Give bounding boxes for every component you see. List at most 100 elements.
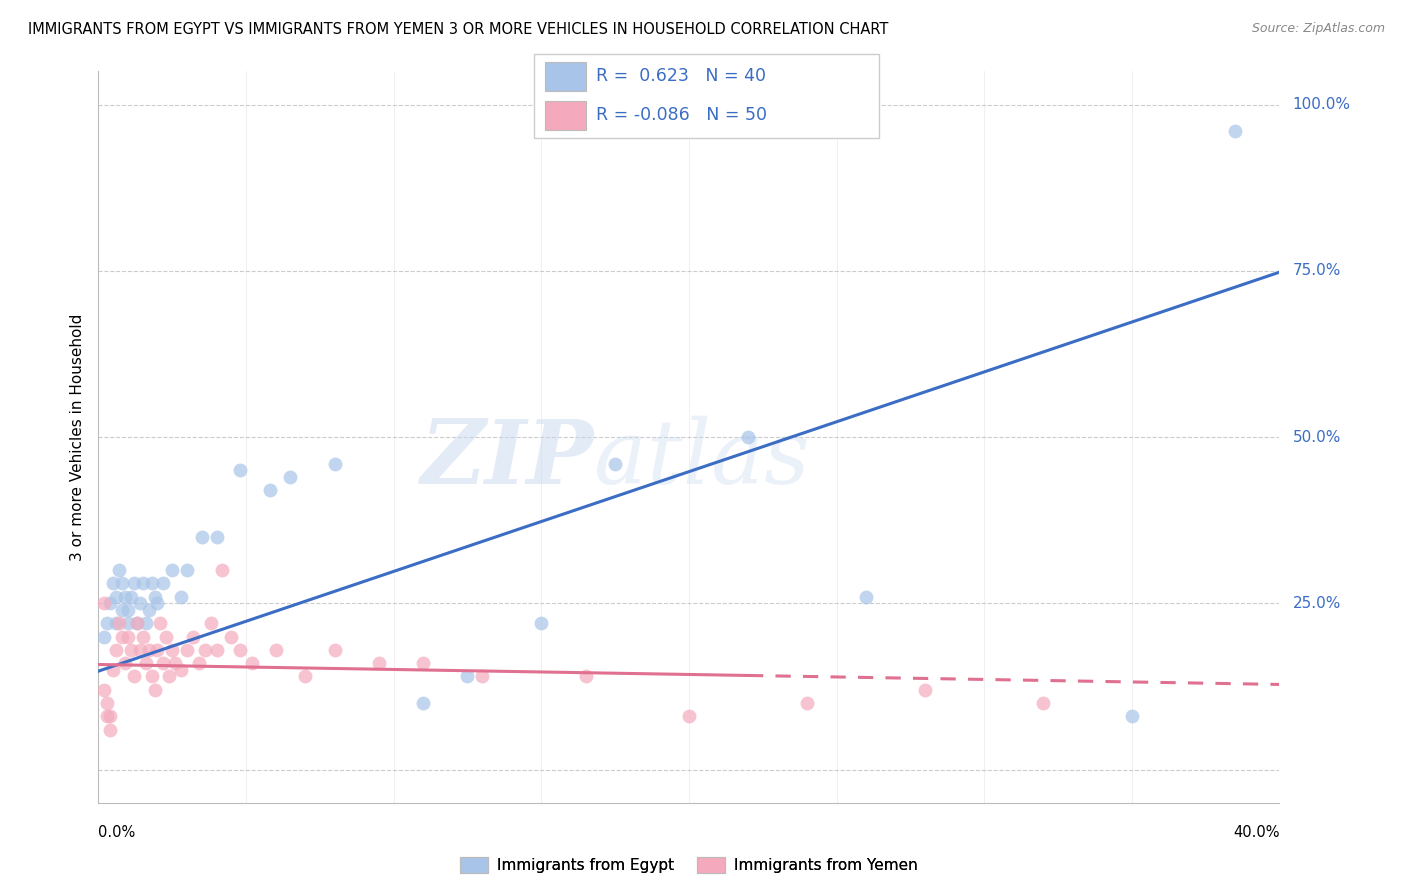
Point xyxy=(170,663,193,677)
Point xyxy=(456,669,478,683)
Bar xyxy=(544,62,586,91)
Point xyxy=(135,656,157,670)
Point xyxy=(605,457,627,471)
Point xyxy=(141,576,163,591)
Point xyxy=(138,643,160,657)
Point xyxy=(855,590,877,604)
Point xyxy=(120,643,142,657)
Point xyxy=(229,463,252,477)
Point xyxy=(1032,696,1054,710)
Point xyxy=(152,656,174,670)
Point xyxy=(114,656,136,670)
Point xyxy=(105,616,128,631)
Point xyxy=(219,630,242,644)
Text: 40.0%: 40.0% xyxy=(1233,825,1279,840)
Point xyxy=(149,616,172,631)
Point xyxy=(117,630,139,644)
Point xyxy=(93,682,115,697)
Point xyxy=(122,576,145,591)
Point xyxy=(181,630,204,644)
Point xyxy=(108,563,131,577)
Point xyxy=(132,576,155,591)
Point xyxy=(412,696,434,710)
Point xyxy=(294,669,316,683)
Point xyxy=(128,596,150,610)
Point xyxy=(96,616,118,631)
Point xyxy=(278,470,302,484)
Point xyxy=(176,643,198,657)
Text: IMMIGRANTS FROM EGYPT VS IMMIGRANTS FROM YEMEN 3 OR MORE VEHICLES IN HOUSEHOLD C: IMMIGRANTS FROM EGYPT VS IMMIGRANTS FROM… xyxy=(28,22,889,37)
Y-axis label: 3 or more Vehicles in Household: 3 or more Vehicles in Household xyxy=(69,313,84,561)
Text: 0.0%: 0.0% xyxy=(98,825,135,840)
Point xyxy=(170,590,193,604)
Point xyxy=(157,669,180,683)
Point xyxy=(138,603,160,617)
Point xyxy=(93,630,115,644)
Point xyxy=(678,709,700,723)
Point xyxy=(914,682,936,697)
Point xyxy=(146,643,169,657)
Point xyxy=(111,576,134,591)
Point xyxy=(176,563,198,577)
Point xyxy=(122,669,145,683)
Point xyxy=(412,656,434,670)
Point xyxy=(111,630,134,644)
Point xyxy=(165,656,187,670)
Point xyxy=(211,563,233,577)
Point xyxy=(93,596,115,610)
Point xyxy=(264,643,287,657)
Point xyxy=(128,643,150,657)
Text: R = -0.086   N = 50: R = -0.086 N = 50 xyxy=(596,106,768,124)
Point xyxy=(105,643,128,657)
Point xyxy=(152,576,174,591)
Point xyxy=(205,643,228,657)
Point xyxy=(141,669,163,683)
Point xyxy=(187,656,209,670)
Text: ZIP: ZIP xyxy=(420,416,595,502)
Point xyxy=(108,616,131,631)
Point xyxy=(117,603,139,617)
Point xyxy=(96,709,118,723)
Point xyxy=(143,590,166,604)
Point xyxy=(132,630,155,644)
Point xyxy=(1121,709,1143,723)
Point xyxy=(155,630,177,644)
Point xyxy=(323,643,346,657)
Point xyxy=(191,530,214,544)
Point xyxy=(146,596,169,610)
Point xyxy=(737,430,759,444)
Point xyxy=(368,656,391,670)
Point xyxy=(96,696,118,710)
Point xyxy=(98,596,121,610)
Point xyxy=(530,616,553,631)
Text: R =  0.623   N = 40: R = 0.623 N = 40 xyxy=(596,68,766,86)
Point xyxy=(98,709,121,723)
Bar xyxy=(544,101,586,130)
Point xyxy=(117,616,139,631)
Text: atlas: atlas xyxy=(595,416,810,502)
Point xyxy=(125,616,148,631)
Point xyxy=(200,616,222,631)
Point xyxy=(796,696,818,710)
Point xyxy=(103,663,125,677)
Point xyxy=(574,669,596,683)
Point xyxy=(103,576,125,591)
Point xyxy=(135,616,157,631)
Point xyxy=(105,590,128,604)
Point xyxy=(323,457,346,471)
Point xyxy=(205,530,228,544)
Point xyxy=(120,590,142,604)
Point xyxy=(143,682,166,697)
Text: Source: ZipAtlas.com: Source: ZipAtlas.com xyxy=(1251,22,1385,36)
Point xyxy=(259,483,281,498)
Point xyxy=(162,643,183,657)
Legend: Immigrants from Egypt, Immigrants from Yemen: Immigrants from Egypt, Immigrants from Y… xyxy=(454,851,924,880)
Point xyxy=(162,563,183,577)
Point xyxy=(229,643,252,657)
Point xyxy=(471,669,494,683)
Point xyxy=(125,616,148,631)
FancyBboxPatch shape xyxy=(534,54,879,138)
Point xyxy=(240,656,263,670)
Point xyxy=(98,723,121,737)
Point xyxy=(111,603,134,617)
